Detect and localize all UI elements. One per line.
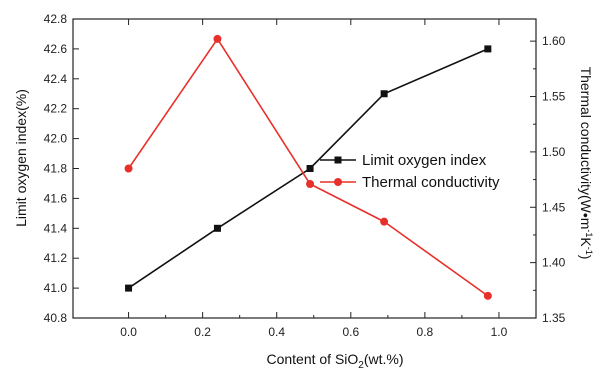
data-point-thermal-conductivity — [124, 164, 133, 173]
x-axis-label-subscript: 2 — [358, 360, 364, 371]
legend-label: Limit oxygen index — [362, 152, 487, 169]
y-axis-right-label-tail: ) — [578, 255, 594, 260]
x-tick-label: 0.4 — [268, 325, 285, 339]
data-point-limit-oxygen-index — [213, 224, 221, 232]
data-point-thermal-conductivity — [380, 217, 389, 226]
y-axis-right-label-sup2: -1 — [584, 247, 594, 255]
y-left-tick-label: 40.8 — [44, 311, 68, 325]
y-left-tick-label: 41.8 — [44, 162, 68, 176]
y-left-tick-label: 42.6 — [44, 42, 68, 56]
y-axis-right-label-sup1: -1 — [584, 229, 594, 237]
legend: Limit oxygen index Thermal conductivity — [320, 152, 500, 191]
y-left-tick-label: 42.4 — [44, 72, 68, 86]
data-point-limit-oxygen-index — [125, 284, 133, 292]
data-point-thermal-conductivity — [483, 291, 492, 300]
y-right-tick-label: 1.40 — [542, 256, 566, 270]
y-right-tick-label: 1.35 — [542, 311, 566, 325]
y-left-tick-label: 42.8 — [44, 12, 68, 26]
axes-layer: 0.0 0.2 0.4 0.6 0.8 1.0 40.8 41.0 41.2 41.4 41.6 41… — [44, 12, 566, 339]
y-left-tick-label: 41.2 — [44, 251, 68, 265]
y-axis-left-label: Limit oxygen index(%) — [13, 89, 29, 227]
x-tick-label: 0.8 — [417, 325, 434, 339]
x-axis-label-main: Content of SiO — [266, 351, 358, 367]
y-left-tick-label: 42.0 — [44, 132, 68, 146]
y-right-tick-label: 1.55 — [542, 90, 566, 104]
data-point-limit-oxygen-index — [484, 45, 492, 53]
x-axis-label: Content of SiO2(wt.%) — [266, 351, 403, 371]
data-point-limit-oxygen-index — [306, 165, 314, 172]
legend-marker — [334, 178, 342, 186]
data-point-thermal-conductivity — [213, 34, 222, 43]
x-tick-label: 0.6 — [342, 325, 359, 339]
y-left-tick-label: 42.2 — [44, 102, 68, 116]
data-point-limit-oxygen-index — [380, 90, 388, 98]
x-axis-label-tail: (wt.%) — [364, 351, 404, 367]
y-right-tick-label: 1.45 — [542, 200, 566, 214]
x-tick-label: 1.0 — [491, 325, 508, 339]
y-left-tick-label: 41.4 — [44, 221, 68, 235]
y-axis-right-label-mid: K — [578, 237, 594, 247]
data-point-thermal-conductivity — [306, 180, 315, 189]
y-left-tick-label: 41.6 — [44, 191, 68, 205]
series-layer — [124, 34, 492, 300]
y-right-tick-label: 1.50 — [542, 145, 566, 159]
y-axis-right-label: Thermal conductivity(W•m-1K-1) — [578, 67, 594, 260]
y-right-tick-label: 1.60 — [542, 34, 566, 48]
x-tick-label: 0.2 — [194, 325, 211, 339]
y-axis-right-label-main: Thermal conductivity(W•m — [578, 67, 594, 230]
legend-label: Thermal conductivity — [362, 174, 500, 191]
x-tick-label: 0.0 — [120, 325, 137, 339]
y-left-tick-label: 41.0 — [44, 281, 68, 295]
legend-marker — [334, 156, 342, 164]
